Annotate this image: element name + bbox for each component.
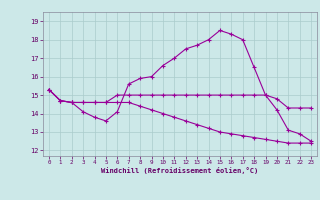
X-axis label: Windchill (Refroidissement éolien,°C): Windchill (Refroidissement éolien,°C) [101,167,259,174]
